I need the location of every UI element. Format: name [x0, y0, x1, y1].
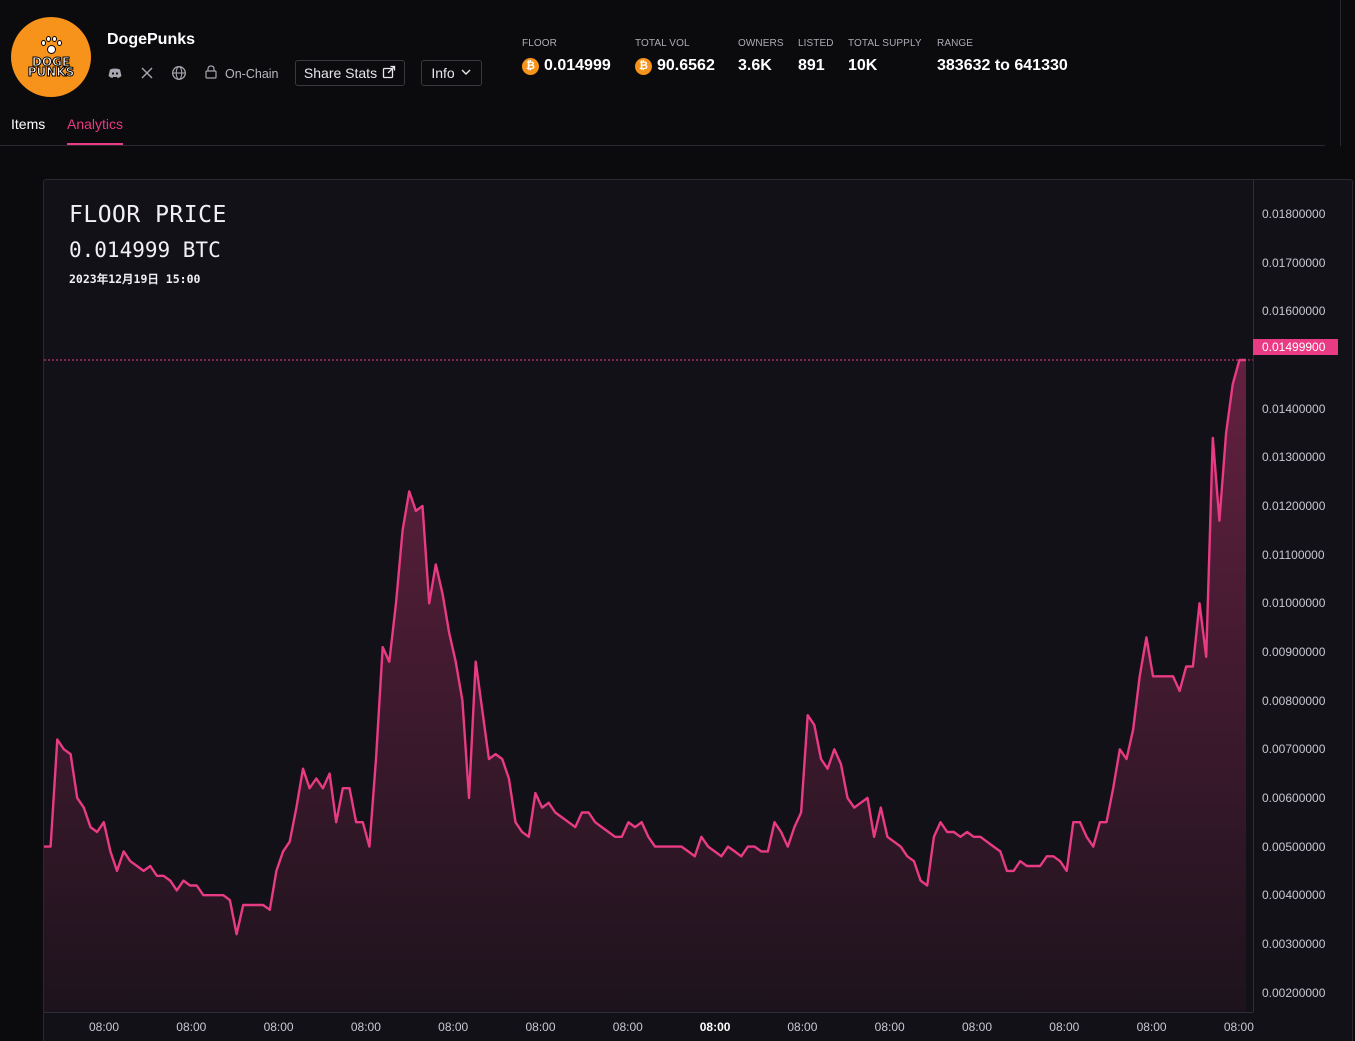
y-tick-label: 0.01100000: [1262, 547, 1325, 562]
stat-label: TOTAL SUPPLY: [848, 38, 922, 49]
chart-canvas: [44, 358, 1253, 1012]
chart-title-block: FLOOR PRICE 0.014999 BTC 2023年12月19日 15:…: [69, 202, 227, 287]
external-link-icon: [382, 65, 396, 82]
y-tick-label: 0.01600000: [1262, 304, 1326, 319]
stat-label: OWNERS: [738, 38, 784, 49]
bitcoin-icon: ₿: [522, 57, 539, 75]
tab-analytics[interactable]: Analytics: [67, 116, 124, 145]
y-tick-label: 0.01400000: [1262, 401, 1326, 416]
price-area: [44, 360, 1246, 1012]
y-tick-label: 0.01300000: [1262, 450, 1326, 465]
stat-label: LISTED: [798, 38, 834, 49]
x-tick-label: 08:00: [1223, 1020, 1254, 1034]
x-tick-label: 08:00: [699, 1020, 731, 1034]
globe-icon[interactable]: [171, 64, 187, 82]
share-stats-label: Share Stats: [303, 65, 378, 81]
y-tick-label: 0.00800000: [1262, 693, 1326, 708]
info-dropdown[interactable]: Info: [421, 60, 482, 86]
stat-range: RANGE 383632 to 641330: [937, 38, 1068, 75]
logo-text: DOGE PUNKS: [27, 54, 75, 79]
x-icon[interactable]: [140, 64, 154, 82]
x-tick-label: 08:00: [438, 1020, 469, 1034]
floor-price-chart[interactable]: FLOOR PRICE 0.014999 BTC 2023年12月19日 15:…: [43, 179, 1353, 1041]
collection-header: DOGE PUNKS DogePunks On-Chain Share Stat…: [0, 0, 1341, 146]
tab-bar: Items Analytics: [0, 112, 1325, 146]
collection-name: DogePunks: [107, 31, 196, 48]
share-stats-button[interactable]: Share Stats: [295, 60, 405, 86]
stat-value: 891: [798, 57, 825, 74]
collection-logo: DOGE PUNKS: [11, 17, 91, 97]
x-tick-label: 08:00: [961, 1020, 993, 1034]
on-chain-link[interactable]: On-Chain: [203, 64, 279, 83]
chart-current-value: 0.014999 BTC: [69, 238, 221, 262]
y-tick-label: 0.00300000: [1262, 936, 1326, 951]
x-axis-separator: [44, 1012, 1253, 1013]
y-tick-label: 0.00900000: [1262, 644, 1326, 659]
x-tick-label: 08:00: [612, 1020, 643, 1034]
y-tick-label: 0.01800000: [1262, 207, 1326, 222]
stat-value: 90.6562: [657, 57, 715, 74]
y-axis-separator: [1253, 180, 1254, 1012]
price-line: [44, 358, 1246, 936]
stat-owners: OWNERS 3.6K: [738, 38, 784, 75]
y-tick-label: 0.01200000: [1262, 498, 1326, 513]
chart-timestamp: 2023年12月19日 15:00: [69, 272, 201, 286]
info-label: Info: [431, 65, 455, 81]
discord-icon[interactable]: [107, 64, 123, 82]
chart-title: FLOOR PRICE: [69, 202, 227, 228]
stat-total-supply: TOTAL SUPPLY 10K: [848, 38, 922, 75]
x-tick-label: 08:00: [88, 1020, 120, 1034]
x-tick-label: 08:00: [263, 1020, 294, 1034]
x-tick-label: 08:00: [787, 1020, 818, 1034]
on-chain-label: On-Chain: [225, 66, 279, 81]
y-tick-label: 0.01700000: [1262, 255, 1326, 270]
stat-value: 0.014999: [544, 57, 611, 74]
x-tick-label: 08:00: [350, 1020, 381, 1034]
chevron-down-icon: [460, 65, 472, 81]
stat-value: 383632 to 641330: [937, 57, 1068, 74]
tab-items[interactable]: Items: [11, 116, 46, 132]
paw-icon: [40, 35, 62, 56]
y-tick-label: 0.00700000: [1262, 742, 1326, 757]
x-tick-label: 08:00: [176, 1020, 207, 1034]
bitcoin-icon: ₿: [635, 57, 652, 75]
x-tick-label: 08:00: [874, 1020, 905, 1034]
stat-value: 3.6K: [738, 57, 772, 74]
y-tick-label: 0.00200000: [1262, 985, 1326, 1000]
stat-floor: FLOOR ₿ 0.014999: [522, 38, 611, 75]
stat-total-vol: TOTAL VOL ₿ 90.6562: [635, 38, 715, 75]
y-tick-label: 0.00500000: [1262, 839, 1326, 854]
stat-label: RANGE: [937, 38, 974, 49]
x-tick-label: 08:00: [1136, 1020, 1167, 1034]
stat-value: 10K: [848, 57, 878, 74]
x-tick-label: 08:00: [525, 1020, 556, 1034]
current-price-tag: 0.01499900: [1253, 339, 1338, 355]
stat-label: FLOOR: [522, 38, 557, 49]
y-tick-label: 0.00600000: [1262, 790, 1326, 805]
y-tick-label: 0.00400000: [1262, 888, 1326, 903]
stat-listed: LISTED 891: [798, 38, 834, 75]
lock-icon: [203, 64, 219, 83]
x-tick-label: 08:00: [1049, 1020, 1080, 1034]
stat-label: TOTAL VOL: [635, 38, 690, 49]
y-tick-label: 0.01000000: [1262, 596, 1326, 611]
